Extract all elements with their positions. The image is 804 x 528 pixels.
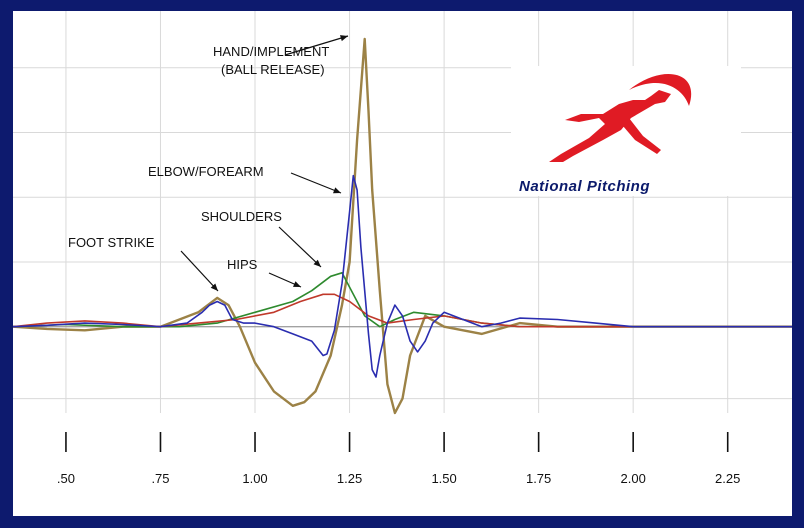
series-line-1 bbox=[13, 37, 792, 415]
chart-panel: .50 .75 1.00 1.25 1.50 1.75 2.00 2.25 National … bbox=[13, 11, 792, 516]
series-group bbox=[13, 37, 792, 415]
pitcher-swoosh-icon bbox=[629, 74, 692, 106]
series-line-0 bbox=[13, 174, 792, 378]
x-tick-label-2: 1.00 bbox=[242, 471, 267, 486]
x-tick-label-1: .75 bbox=[151, 471, 169, 486]
x-tick-label-6: 2.00 bbox=[621, 471, 646, 486]
x-tick-label-0: .50 bbox=[57, 471, 75, 486]
annotation-arrow-0 bbox=[284, 35, 349, 56]
annotation-arrowhead-3 bbox=[293, 281, 301, 287]
x-axis: .50 .75 1.00 1.25 1.50 1.75 2.00 2.25 bbox=[57, 432, 740, 486]
national-pitching-logo: National Pitching bbox=[511, 66, 741, 196]
annotation-label-4-0: FOOT STRIKE bbox=[68, 235, 155, 250]
logo-background bbox=[511, 66, 741, 196]
x-tick-label-3: 1.25 bbox=[337, 471, 362, 486]
annotation-arrow-1 bbox=[290, 172, 342, 194]
annotation-label-0-1: (BALL RELEASE) bbox=[221, 62, 325, 77]
logo-text: National Pitching bbox=[519, 178, 650, 195]
biomechanics-velocity-chart: .50 .75 1.00 1.25 1.50 1.75 2.00 2.25 National … bbox=[13, 11, 792, 486]
series-line-3 bbox=[13, 293, 792, 328]
annotation-arrowhead-2 bbox=[313, 259, 321, 267]
annotation-arrowhead-0 bbox=[340, 35, 348, 42]
annotation-label-1-0: ELBOW/FOREARM bbox=[148, 164, 264, 179]
annotation-label-3-0: HIPS bbox=[227, 257, 258, 272]
annotation-label-2-0: SHOULDERS bbox=[201, 209, 282, 224]
x-tick-label-4: 1.50 bbox=[431, 471, 456, 486]
annotation-label-0-0: HAND/IMPLEMENT bbox=[213, 44, 329, 59]
annotation-arrow-4 bbox=[180, 250, 219, 292]
x-tick-label-7: 2.25 bbox=[715, 471, 740, 486]
annotation-arrow-2 bbox=[278, 226, 322, 268]
annotations: HAND/IMPLEMENT (BALL RELEASE) ELBOW/FOREAR… bbox=[68, 35, 349, 292]
annotation-arrowhead-4 bbox=[210, 283, 218, 291]
pitcher-figure-icon bbox=[549, 90, 671, 162]
annotation-arrowhead-1 bbox=[333, 187, 341, 194]
x-tick-label-5: 1.75 bbox=[526, 471, 551, 486]
